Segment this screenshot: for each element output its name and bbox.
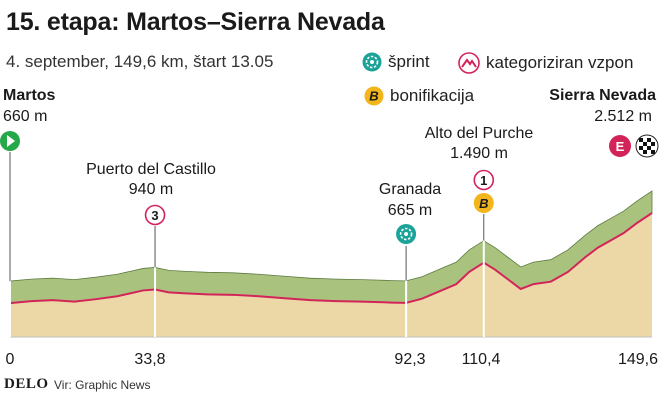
km-label-castillo: 33,8 [134,351,166,368]
finish-flag-icon [635,134,659,158]
category-3-climb-icon [144,204,166,226]
svg-text:B: B [369,89,378,104]
category-e-climb-icon [609,135,631,157]
granada-name: Granada [378,181,442,198]
climb-icon [458,52,480,74]
publisher-logo: DELO [4,376,49,392]
legend-climb-label: kategoriziran vzpon [486,53,634,72]
start-altitude: 660 m [3,108,48,125]
km-label-purche: 110,4 [461,351,501,368]
purche-category: 1 [480,173,487,188]
legend-bonus-label: bonifikacija [390,86,475,105]
finish-altitude: 2.512 m [594,108,652,125]
source-note: Vir: Graphic News [54,378,151,392]
km-label-granada: 92,3 [394,351,426,368]
start-name: Martos [3,87,56,104]
bonus-icon: B [364,86,384,106]
page-title: 15. etapa: Martos–Sierra Nevada [6,8,385,36]
profile-altitude-line [9,212,653,305]
legend-sprint-label: šprint [388,52,430,71]
castillo-name: Puerto del Castillo [86,161,216,178]
bonus-icon-purche [473,193,494,213]
stage-info: 4. september, 149,6 km, štart 13.05 [6,52,274,71]
castillo-altitude: 940 m [128,181,174,198]
play-icon [7,135,15,147]
castillo-category: 3 [151,208,158,223]
sprint-icon-ring [399,227,413,241]
purche-altitude: 1.490 m [450,145,508,162]
km-label-start: 0 [5,351,15,368]
purche-bonus: B [479,196,488,211]
sprint-icon [362,52,382,72]
km-label-finish: 149,6 [617,351,659,368]
purche-name: Alto del Purche [424,125,534,142]
finish-name: Sierra Nevada [549,87,656,104]
granada-altitude: 665 m [387,202,433,219]
legend-climb: kategoriziran vzpon [458,52,633,74]
category-1-climb-icon [473,169,495,191]
profile-area [10,213,652,337]
finish-category: E [616,139,625,154]
legend-sprint: šprint [362,52,430,72]
legend-bonus: B bonifikacija [364,86,474,106]
sprint-icon-dot [404,232,409,236]
